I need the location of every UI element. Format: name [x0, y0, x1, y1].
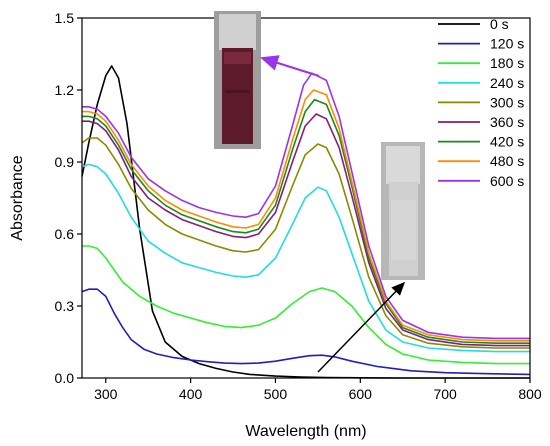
legend-label-7: 480 s [490, 153, 524, 169]
y-tick-label-3: 0.9 [55, 154, 75, 170]
y-tick-label-1: 0.3 [55, 298, 75, 314]
legend-label-0: 0 s [490, 16, 509, 32]
series-line-1 [81, 288, 531, 376]
series-line-3 [81, 163, 530, 353]
arrow-to-red-cuvette [260, 55, 320, 77]
x-tick-label-5: 800 [518, 386, 542, 402]
series-line-7 [82, 89, 530, 342]
series-line-5 [82, 113, 530, 347]
inset-photo-clear-cuvette [381, 142, 425, 280]
x-tick-label-0: 300 [94, 386, 118, 402]
x-tick-label-2: 500 [264, 386, 288, 402]
series-line-2 [82, 245, 530, 365]
legend-label-6: 420 s [490, 134, 524, 150]
y-tick-label-0: 0.0 [55, 370, 75, 386]
legend: 0 s 120 s 180 s 240 s 300 s 360 s 420 s 480 s 60… [438, 16, 524, 189]
y-tick-label-4: 1.2 [55, 82, 75, 98]
legend-label-4: 300 s [490, 94, 524, 110]
series-line-0 [81, 65, 530, 379]
legend-label-1: 120 s [490, 36, 524, 52]
legend-label-3: 240 s [490, 75, 524, 91]
y-tick-label-2: 0.6 [55, 226, 75, 242]
series-layer [81, 65, 531, 379]
legend-label-8: 600 s [490, 173, 524, 189]
inset-photo-red-cuvette [214, 11, 261, 149]
plot-frame [81, 17, 531, 379]
series-line-6 [82, 98, 530, 344]
arrow-to-clear-cuvette [317, 281, 406, 373]
legend-label-5: 360 s [490, 114, 524, 130]
series-line-8 [82, 72, 530, 340]
x-tick-label-3: 600 [349, 386, 373, 402]
series-line-4 [81, 137, 530, 349]
x-tick-label-1: 400 [179, 386, 203, 402]
x-axis-title: Wavelength (nm) [245, 423, 366, 440]
y-tick-label-5: 1.5 [55, 10, 75, 26]
legend-label-2: 180 s [490, 55, 524, 71]
axes-layer: 300 400 500 600 700 800 0.0 0.3 0.6 0.9 1.2 1.5 Wave… [9, 10, 542, 440]
x-tick-label-4: 700 [433, 386, 457, 402]
y-axis-title: Absorbance [9, 155, 26, 240]
